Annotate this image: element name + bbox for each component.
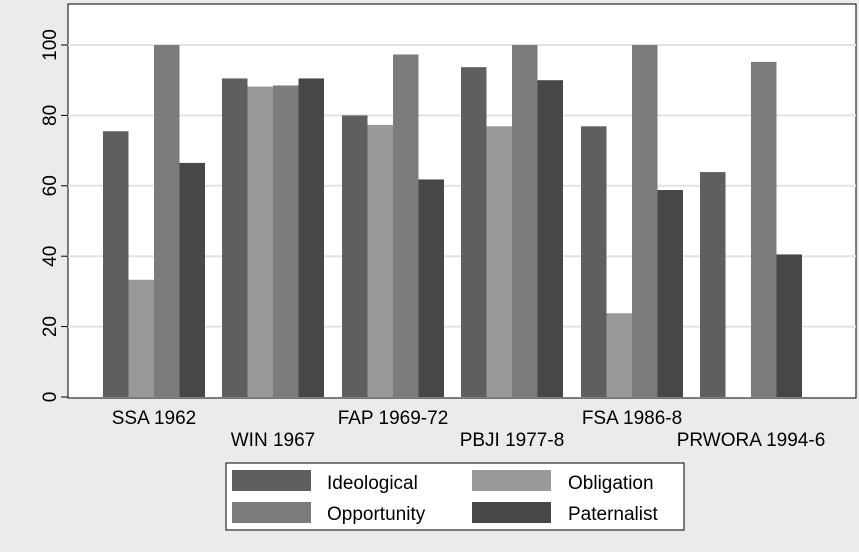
bar-ideological-5 (581, 126, 607, 397)
bar-opportunity-3 (393, 54, 419, 398)
bar-paternalist-2 (298, 78, 324, 397)
bar-paternalist-5 (657, 190, 683, 397)
bar-opportunity-1 (154, 45, 180, 397)
bar-ideological-2 (222, 78, 248, 397)
bar-ideological-1 (103, 131, 129, 398)
bar-ideological-4 (461, 67, 487, 398)
y-tick-label: 0 (40, 392, 61, 403)
x-axis: SSA 1962 WIN 1967 FAP 1969-72 PBJI 1977-8 FS… (112, 408, 826, 451)
y-tick-label: 60 (40, 175, 61, 196)
bars (103, 45, 802, 398)
bar-paternalist-3 (418, 179, 444, 397)
legend-key-opportunity (232, 502, 311, 523)
y-tick-label: 20 (40, 316, 61, 337)
bar-opportunity-5 (632, 45, 658, 397)
legend-label-obligation: Obligation (568, 473, 654, 494)
bar-opportunity-6 (751, 61, 777, 398)
legend-key-obligation (472, 470, 551, 491)
bar-paternalist-6 (776, 254, 802, 397)
y-tick-label: 40 (40, 246, 61, 267)
y-tick-label: 80 (40, 105, 61, 126)
category-label: FAP 1969-72 (338, 408, 449, 429)
bar-paternalist-4 (537, 80, 563, 397)
bar-opportunity-2 (273, 85, 299, 397)
bar-obligation-5 (606, 313, 632, 397)
legend: Ideological Obligation Opportunity Paternal… (225, 462, 685, 531)
legend-key-paternalist (472, 502, 551, 523)
bar-opportunity-4 (512, 45, 538, 397)
legend-key-ideological (232, 470, 311, 491)
legend-label-ideological: Ideological (327, 473, 418, 494)
bar-obligation-1 (128, 279, 154, 397)
bar-ideological-3 (342, 115, 368, 398)
category-label: PRWORA 1994-6 (677, 430, 826, 451)
category-label: PBJI 1977-8 (460, 430, 565, 451)
legend-label-paternalist: Paternalist (568, 504, 658, 525)
category-label: SSA 1962 (112, 408, 197, 429)
bar-ideological-6 (700, 172, 726, 397)
bar-paternalist-1 (179, 162, 205, 397)
bar-obligation-3 (367, 124, 393, 398)
category-label: WIN 1967 (231, 430, 315, 451)
category-label: FSA 1986-8 (582, 408, 682, 429)
bar-obligation-2 (247, 86, 273, 397)
y-tick-label: 100 (40, 29, 61, 61)
bar-obligation-4 (486, 126, 512, 397)
y-axis: 0 20 40 60 80 100 (40, 29, 68, 402)
legend-label-opportunity: Opportunity (327, 504, 426, 525)
